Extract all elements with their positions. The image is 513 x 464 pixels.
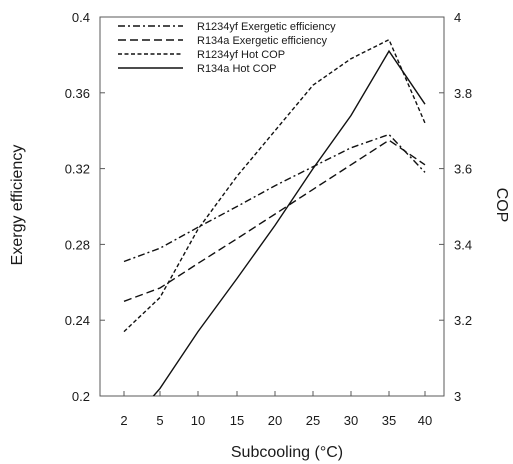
series-line-3: [123, 38, 426, 333]
right-tick-label: 3: [454, 389, 461, 404]
right-tick-label: 3.6: [454, 162, 472, 177]
left-tick-label: 0.28: [65, 237, 90, 252]
chart-legend: R1234yf Exergetic efficiency R134a Exerge…: [118, 21, 336, 75]
chart-ticks: 0.20.240.280.320.360.433.23.43.63.842 5 10…: [65, 10, 472, 428]
right-tick-label: 3.8: [454, 86, 472, 101]
left-tick-label: 0.4: [72, 10, 90, 25]
left-tick-label: 0.2: [72, 389, 90, 404]
plot-frame: [99, 16, 445, 397]
x-tick-label: 10: [191, 413, 205, 428]
x-tick-label: 15: [230, 413, 244, 428]
right-tick-label: 3.2: [454, 313, 472, 328]
right-axis-title: COP: [493, 188, 510, 223]
left-tick-label: 0.36: [65, 86, 90, 101]
legend-label-3: R1234yf Hot COP: [197, 49, 285, 61]
right-tick-label: 4: [454, 10, 461, 25]
chart-axes: [99, 16, 445, 397]
x-tick-label: 35: [382, 413, 396, 428]
left-tick-label: 0.32: [65, 162, 90, 177]
left-axis-title: Exergy efficiency: [9, 145, 26, 266]
legend-label-2: R134a Exergetic efficiency: [197, 35, 328, 47]
x-tick-label: 40: [418, 413, 432, 428]
legend-label-1: R1234yf Exergetic efficiency: [197, 21, 336, 33]
x-tick-label: 5: [156, 413, 163, 428]
right-tick-label: 3.4: [454, 237, 472, 252]
x-tick-label: 25: [306, 413, 320, 428]
x-tick-label: 20: [268, 413, 282, 428]
legend-label-4: R134a Hot COP: [197, 63, 276, 75]
x-tick-label: 30: [344, 413, 358, 428]
x-tick-label: 2: [120, 413, 127, 428]
series-line-4: [152, 49, 426, 396]
series-line-2: [123, 139, 426, 302]
x-axis-title: Subcooling (°C): [231, 444, 343, 461]
left-tick-label: 0.24: [65, 313, 90, 328]
chart-series: [123, 38, 426, 396]
series-line-1: [123, 133, 426, 263]
